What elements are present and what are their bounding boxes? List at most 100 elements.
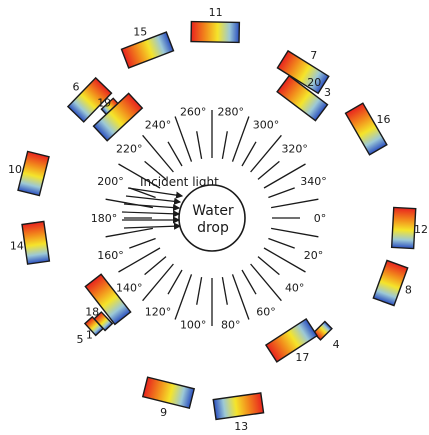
spectrum-segment-7 [276,49,330,95]
spectrum-bar-9 [141,376,196,410]
angle-label-160: 160° [97,249,124,262]
segment-number-11: 11 [209,6,223,19]
tick-130 [142,263,174,302]
spectrum-segment-14 [21,220,51,265]
spectrum-bar-11 [190,20,241,44]
tick-310 [250,134,282,173]
spectrum-bar-8 [372,259,409,307]
tick-170 [105,227,154,238]
segment-number-7: 7 [310,49,317,62]
angle-ticks [105,110,319,326]
spectrum-bar-19 [92,92,144,142]
incident-rays [121,187,184,230]
angle-label-180: 180° [91,212,118,225]
angle-label-280: 280° [218,106,245,119]
angle-label-80: 80° [221,318,241,331]
tick-290 [231,116,250,162]
tick-280 [221,131,228,160]
angle-label-320: 320° [281,143,308,156]
spectrum-segment-5 [83,315,105,337]
spectrum-segment-12 [390,206,417,250]
spectrum-segment-4 [312,320,333,341]
spectrum-segment-11 [190,20,241,44]
spectrum-segment-15 [120,31,175,69]
spectrum-segment-17 [264,317,319,363]
spectrum-bar-17 [264,317,319,363]
angle-labels: 0° 20° 40° 60° 80° 100° 120°140° 160° 180° 200° 22… [91,106,327,332]
tick-340 [268,187,295,199]
segment-number-17: 17 [295,351,309,364]
tick-10 [270,227,319,238]
spectrum-bar-20 [276,74,329,122]
incident-light-label: Incident light [140,175,219,189]
tick-200 [129,187,156,199]
segment-number-19: 19 [97,96,111,109]
spectrum-bar-7 [276,49,330,95]
spectrum-segment-10 [17,150,50,197]
angle-label-60: 60° [256,306,276,319]
segment-number-20: 20 [307,76,321,89]
segment-number-9: 9 [160,406,167,419]
tick-80 [221,276,228,305]
segment-number-15: 15 [133,25,147,38]
tick-230 [142,134,174,173]
tick-60 [241,269,257,295]
segment-number-10: 10 [8,163,22,176]
segment-number-12: 12 [414,223,428,236]
spectrum-bar-14 [21,220,51,265]
tick-140 [144,256,167,276]
tick-120 [167,269,183,295]
tick-250 [174,116,193,162]
tick-260 [196,131,203,160]
tick-40 [257,256,280,276]
segment-number-4: 4 [333,338,340,351]
water-drop-label-line1: Water [192,203,234,219]
angle-label-140: 140° [116,281,143,294]
segment-number-13: 13 [234,420,248,433]
spectrum-bar-13 [212,392,265,421]
tick-160 [129,237,156,249]
tick-190 [105,198,154,209]
tick-50 [250,263,282,302]
tick-20 [268,237,295,249]
segment-number-18: 18 [85,306,99,319]
tick-350 [270,198,319,209]
tick-110 [174,274,193,320]
angle-label-300: 300° [253,119,280,132]
spectrum-bar-18 [84,273,132,326]
angle-label-220: 220° [116,143,143,156]
spectrum-bar-10 [17,150,50,197]
angle-label-120: 120° [145,306,172,319]
spectrum-bar-6 [66,76,113,123]
segment-number-6: 6 [73,81,80,94]
segment-number-16: 16 [377,113,391,126]
spectrum-bar-16 [344,102,388,156]
angle-label-200: 200° [97,175,124,188]
spectrum-bar-15 [120,31,175,69]
angle-label-240: 240° [145,119,172,132]
spectrum-bar-5 [83,315,105,337]
angle-label-40: 40° [285,281,305,294]
angle-label-340: 340° [300,175,327,188]
tick-30 [263,247,306,273]
spectrum-segment-19 [92,92,144,142]
segment-number-14: 14 [10,239,24,252]
spectrum-segment-9 [141,376,196,410]
tick-220 [144,160,167,180]
segment-number-5: 5 [77,333,84,346]
angle-label-260: 260° [180,106,207,119]
tick-210 [118,163,161,189]
tick-300 [241,141,257,167]
spectrum-segment-8 [372,259,409,307]
tick-70 [231,274,250,320]
tick-320 [257,160,280,180]
segment-number-8: 8 [405,284,412,297]
segment-number-3: 3 [324,86,331,99]
spectrum-segments: 1234567891011121314151617181920 [8,6,428,433]
angle-label-100: 100° [180,318,207,331]
water-drop-label-line2: drop [197,220,229,236]
spectrum-segment-6 [66,76,113,123]
water-drop-circle [178,184,246,252]
